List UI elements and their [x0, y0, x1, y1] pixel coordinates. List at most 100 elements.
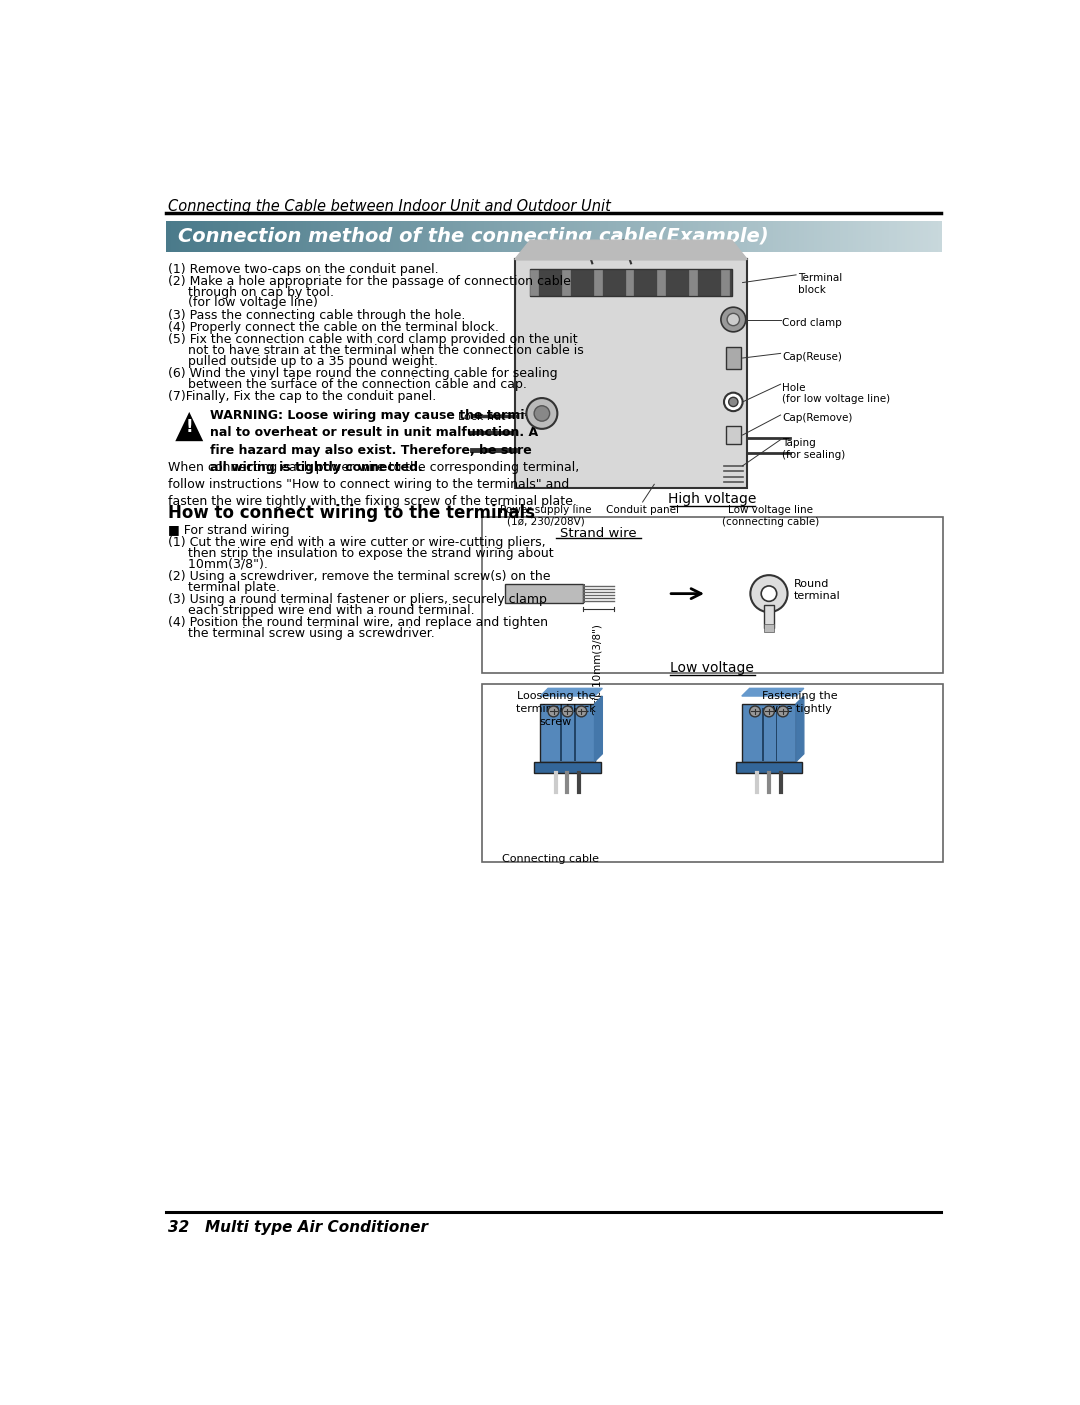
Bar [525, 221, 528, 251]
Text: pulled outside up to a 35 pound weight.: pulled outside up to a 35 pound weight. [167, 355, 437, 368]
Bar [812, 221, 815, 251]
Bar [714, 221, 717, 251]
Bar [561, 708, 562, 762]
Bar [698, 221, 702, 251]
Bar [939, 221, 942, 251]
Bar [440, 221, 443, 251]
Bar [610, 221, 613, 251]
Bar [406, 221, 409, 251]
Bar [278, 221, 281, 251]
Bar [931, 221, 934, 251]
Text: the terminal screw using a screwdriver.: the terminal screw using a screwdriver. [167, 627, 434, 639]
Bar [285, 221, 288, 251]
Bar [443, 221, 446, 251]
Bar [647, 221, 650, 251]
Bar [696, 221, 699, 251]
Bar [779, 221, 782, 251]
Bar [605, 221, 608, 251]
Bar [887, 221, 890, 251]
Bar [313, 221, 316, 251]
Bar [532, 221, 536, 251]
Bar [551, 221, 554, 251]
Bar [638, 221, 643, 251]
Bar [282, 221, 285, 251]
Bar [447, 221, 451, 251]
Bar [848, 221, 851, 251]
Bar [745, 221, 748, 251]
Bar [545, 221, 549, 251]
Bar [375, 221, 379, 251]
Bar [757, 221, 761, 251]
Bar [365, 221, 368, 251]
Bar [732, 221, 735, 251]
Bar [747, 221, 751, 251]
Bar [549, 221, 552, 251]
Bar [380, 221, 383, 251]
Bar [644, 221, 647, 251]
Text: (2) Using a screwdriver, remove the terminal screw(s) on the: (2) Using a screwdriver, remove the term… [167, 570, 550, 583]
Bar [846, 221, 849, 251]
Bar [864, 221, 867, 251]
Bar [378, 221, 381, 251]
Bar [419, 221, 422, 251]
Bar [239, 221, 242, 251]
Bar [399, 221, 402, 251]
Bar [530, 221, 534, 251]
Bar [243, 221, 247, 251]
Circle shape [721, 308, 745, 332]
Bar [735, 762, 802, 773]
Bar [768, 221, 771, 251]
Bar [719, 221, 723, 251]
Bar [575, 708, 576, 762]
Bar [345, 221, 348, 251]
Text: Cap(Reuse): Cap(Reuse) [782, 351, 842, 362]
Text: Loosening the
terminal block
screw: Loosening the terminal block screw [516, 691, 596, 726]
Bar [414, 221, 417, 251]
Polygon shape [595, 695, 603, 762]
Text: Strand wire: Strand wire [561, 527, 637, 540]
Bar [360, 221, 363, 251]
Bar [801, 221, 805, 251]
Bar [861, 221, 864, 251]
Bar [427, 221, 430, 251]
Bar [667, 221, 671, 251]
Bar [337, 221, 340, 251]
Bar [600, 221, 604, 251]
Text: (5) Fix the connection cable with cord clamp provided on the unit: (5) Fix the connection cable with cord c… [167, 333, 577, 347]
Bar [571, 221, 575, 251]
Circle shape [526, 398, 557, 429]
Bar [881, 221, 885, 251]
Bar [689, 270, 697, 295]
Text: then strip the insulation to expose the strand wiring about: then strip the insulation to expose the … [167, 547, 553, 559]
Bar [859, 221, 862, 251]
Bar [267, 221, 270, 251]
Bar [469, 221, 472, 251]
Bar [411, 221, 415, 251]
Bar [786, 221, 789, 251]
Bar [424, 221, 428, 251]
Bar [541, 221, 544, 251]
Bar [512, 221, 515, 251]
Bar [535, 762, 600, 773]
Text: between the surface of the connection cable and cap.: between the surface of the connection ca… [167, 378, 526, 391]
Bar [291, 221, 294, 251]
Bar [241, 221, 244, 251]
Bar [259, 221, 262, 251]
Bar [923, 221, 927, 251]
Bar [393, 221, 396, 251]
Bar [879, 221, 882, 251]
Bar [261, 221, 265, 251]
Bar [820, 221, 823, 251]
Bar [809, 221, 812, 251]
Polygon shape [515, 240, 747, 260]
Bar [775, 708, 778, 762]
Text: Fastening the
wire tightly: Fastening the wire tightly [762, 691, 838, 714]
Bar [915, 221, 918, 251]
Bar [734, 221, 738, 251]
Bar [202, 221, 205, 251]
Bar [662, 221, 665, 251]
Bar [825, 221, 828, 251]
Text: When connecting each power wire to the corresponding terminal,
follow instructio: When connecting each power wire to the c… [167, 461, 579, 509]
Bar [577, 221, 580, 251]
Bar [742, 221, 745, 251]
